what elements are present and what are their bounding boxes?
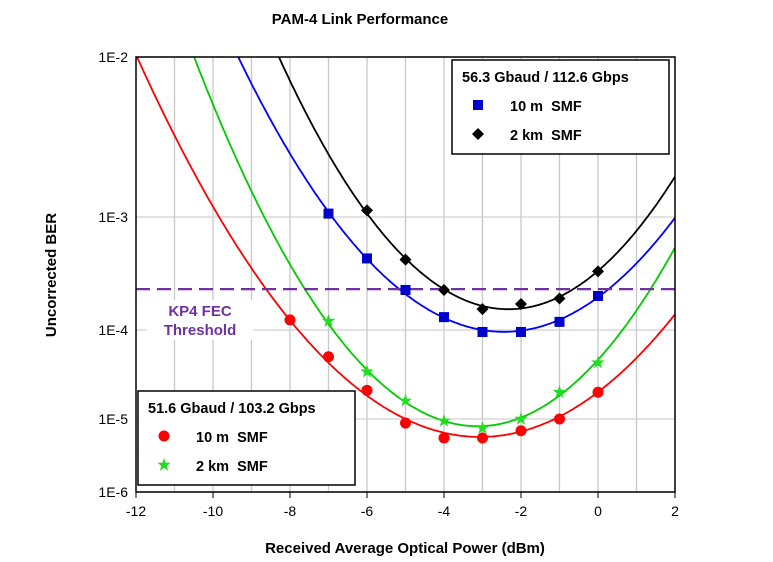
- star-marker: [475, 421, 490, 434]
- axis-ticks: 1E-2 1E-3 1E-4 1E-5 1E-6 -12 -10 -8 -6 -4 -2 0 2: [98, 49, 679, 519]
- legend-box: 51.6 Gbaud / 103.2 Gbps 10 m SMF 2 km SMF: [137, 390, 356, 486]
- legend-title: 51.6 Gbaud / 103.2 Gbps: [148, 401, 316, 417]
- threshold-label-bg: [147, 300, 253, 340]
- x-tick-label: 2: [671, 503, 679, 519]
- star-marker: [360, 364, 374, 378]
- square-marker: [593, 290, 603, 301]
- legend-entry-label: 2 km SMF: [196, 459, 268, 475]
- square-marker: [554, 316, 565, 327]
- circle-marker: [554, 413, 565, 425]
- x-tick-label: -10: [203, 503, 223, 519]
- star-marker: [514, 412, 528, 425]
- diamond-marker: [399, 253, 412, 266]
- legend-box: 56.3 Gbaud / 112.6 Gbps 10 m SMF 2 km SMF: [451, 59, 670, 155]
- legend-entry-label: 10 m SMF: [510, 99, 582, 115]
- square-marker: [362, 253, 372, 264]
- plot-frame: [135, 56, 676, 493]
- circle-marker: [515, 425, 527, 437]
- diamond-marker: [592, 265, 604, 278]
- circle-marker: [438, 432, 450, 444]
- square-marker: [473, 100, 483, 110]
- legend-entry-label: 10 m SMF: [196, 430, 268, 446]
- legend-frame: [451, 59, 670, 155]
- star-marker: [591, 355, 605, 369]
- x-tick-label: 0: [594, 503, 602, 519]
- data-markers: [284, 204, 605, 444]
- x-tick-label: -2: [515, 503, 528, 519]
- x-tick-label: -8: [284, 503, 297, 519]
- square-marker: [323, 208, 334, 219]
- chart-title: PAM-4 Link Performance: [272, 11, 448, 28]
- diamond-marker: [515, 297, 527, 310]
- circle-marker: [400, 417, 411, 429]
- x-tick-label: -4: [438, 503, 451, 519]
- x-axis-label: Received Average Optical Power (dBm): [265, 540, 545, 557]
- legend-frame: [137, 390, 356, 486]
- y-tick-label: 1E-4: [98, 322, 128, 338]
- y-tick-label: 1E-6: [98, 484, 128, 500]
- x-tick-label: -6: [361, 503, 374, 519]
- y-axis-label: Uncorrected BER: [43, 213, 60, 337]
- square-marker: [400, 284, 411, 295]
- diamond-marker: [553, 292, 566, 305]
- star-marker: [437, 414, 451, 427]
- star-marker: [552, 385, 567, 398]
- legend-entry-label: 2 km SMF: [510, 128, 582, 144]
- square-marker: [516, 326, 526, 337]
- circle-marker: [323, 351, 334, 363]
- circle-marker: [158, 430, 170, 442]
- threshold-label-line1: KP4 FEC: [168, 303, 232, 320]
- diamond-marker: [472, 128, 484, 140]
- circle-marker: [477, 432, 488, 444]
- square-marker: [439, 312, 449, 323]
- y-tick-label: 1E-5: [98, 411, 128, 427]
- diamond-marker: [361, 204, 373, 217]
- diamond-marker: [438, 283, 450, 296]
- y-tick-label: 1E-3: [98, 209, 128, 225]
- circle-marker: [592, 386, 604, 398]
- circle-marker: [284, 314, 296, 326]
- diamond-marker: [476, 303, 489, 316]
- star-marker: [398, 393, 413, 407]
- star-marker: [157, 458, 171, 471]
- legend-title: 56.3 Gbaud / 112.6 Gbps: [462, 70, 629, 86]
- x-tick-label: -12: [126, 503, 146, 519]
- y-tick-label: 1E-2: [98, 49, 128, 65]
- square-marker: [477, 326, 488, 337]
- circle-marker: [361, 384, 373, 396]
- threshold-label-line2: Threshold: [164, 322, 237, 339]
- star-marker: [321, 314, 336, 327]
